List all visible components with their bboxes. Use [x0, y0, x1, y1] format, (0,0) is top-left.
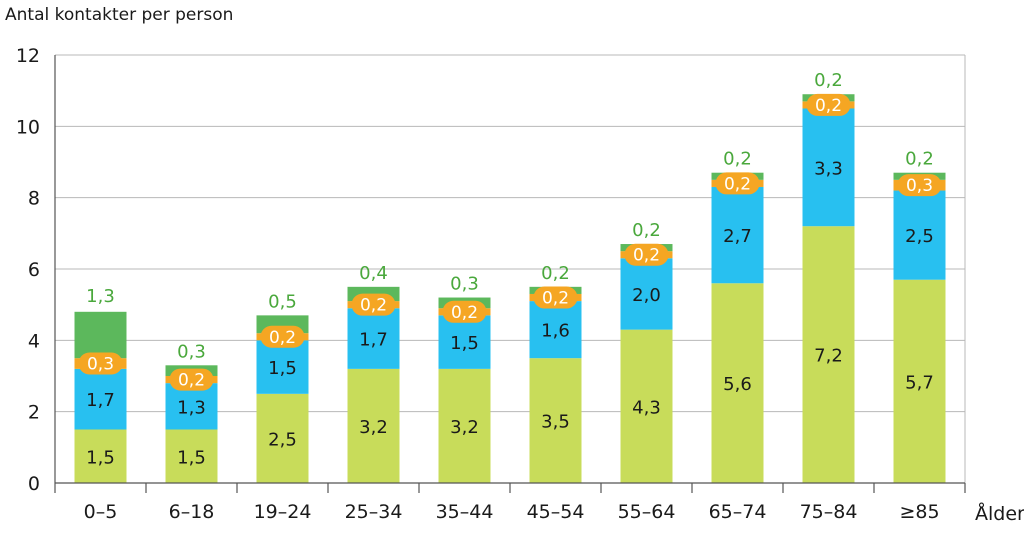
x-tick-label: 35–44 — [436, 501, 494, 523]
bar-segment — [347, 368, 400, 483]
segment-label: 0,2 — [814, 70, 843, 91]
x-tick-label: ≥85 — [899, 501, 939, 523]
y-tick-label: 6 — [28, 259, 40, 281]
segment-label: 0,2 — [815, 96, 842, 116]
segment-label: 2,5 — [905, 226, 934, 247]
bar-segment — [802, 108, 855, 227]
x-axis-title: Ålder — [975, 502, 1024, 525]
segment-label: 3,2 — [450, 417, 479, 438]
segment-badge — [624, 243, 669, 266]
segment-badge — [806, 93, 851, 116]
bar-segment — [74, 311, 127, 359]
bar-segment — [711, 186, 764, 284]
bars — [74, 94, 946, 483]
segment-label: 1,5 — [177, 447, 206, 468]
axes: 0 2 4 6 8 10 12 0–5 6–18 19–24 25–34 35–44 45–54 55–6… — [16, 45, 966, 523]
segment-label: 0,2 — [724, 174, 751, 194]
bar-segment — [893, 190, 946, 280]
x-tick-label: 45–54 — [527, 501, 585, 523]
segment-label: 3,3 — [814, 158, 843, 179]
segment-label: 1,7 — [86, 390, 115, 411]
bar-segment — [529, 301, 582, 359]
bar-segment — [529, 358, 582, 483]
segment-label: 0,2 — [541, 263, 570, 284]
segment-label: 0,3 — [177, 341, 206, 362]
segment-label: 1,5 — [450, 333, 479, 354]
segment-badge — [533, 286, 578, 309]
segment-label: 0,3 — [87, 355, 114, 375]
bar-segment — [711, 283, 764, 483]
bar-segment — [256, 340, 309, 394]
bar-segment — [438, 315, 491, 369]
segment-label: 0,4 — [359, 263, 388, 284]
x-tick-label: 75–84 — [800, 501, 858, 523]
segment-badge — [78, 352, 123, 375]
segment-badge — [715, 172, 760, 195]
x-tick-label: 19–24 — [254, 501, 312, 523]
bar-segment — [165, 383, 218, 430]
segment-label: 5,6 — [723, 374, 752, 395]
bar-segment — [165, 429, 218, 483]
y-tick-label: 4 — [28, 330, 40, 352]
data-labels: 1,5 1,7 0,3 1,3 1,5 1,3 0,2 0,3 2,5 1,5 0,2 0,5 3,2 1… — [78, 70, 942, 468]
segment-label: 0,3 — [906, 176, 933, 196]
bar-segment — [74, 368, 127, 430]
bar-segment — [438, 368, 491, 483]
segment-badge — [351, 293, 396, 316]
x-tick-label: 65–74 — [709, 501, 767, 523]
y-tick-label: 12 — [16, 45, 40, 67]
y-axis-title: Antal kontakter per person — [5, 5, 233, 25]
segment-label: 0,2 — [542, 289, 569, 309]
segment-label: 0,3 — [450, 274, 479, 295]
segment-label: 0,2 — [723, 149, 752, 170]
y-tick-label: 10 — [16, 116, 40, 138]
segment-label: 0,2 — [360, 296, 387, 316]
segment-badge — [442, 300, 487, 323]
x-tick-label: 6–18 — [169, 501, 215, 523]
segment-label: 7,2 — [814, 346, 843, 367]
x-tick-label: 0–5 — [84, 501, 118, 523]
segment-label: 1,3 — [86, 286, 115, 307]
segment-label: 2,5 — [268, 429, 297, 450]
bar-segment — [802, 226, 855, 483]
segment-label: 1,5 — [86, 447, 115, 468]
segment-label: 0,2 — [178, 371, 205, 391]
segment-badge — [897, 174, 942, 197]
bar-segment — [620, 329, 673, 483]
segment-label: 1,3 — [177, 397, 206, 418]
bar-segment — [620, 258, 673, 330]
segment-label: 0,2 — [632, 220, 661, 241]
segment-label: 0,2 — [269, 328, 296, 348]
segment-label: 2,0 — [632, 285, 661, 306]
bar-segment — [74, 429, 127, 483]
segment-badge — [260, 325, 305, 348]
segment-label: 3,5 — [541, 412, 570, 433]
segment-label: 0,2 — [451, 303, 478, 323]
segment-label: 0,2 — [633, 246, 660, 266]
segment-label: 3,2 — [359, 417, 388, 438]
bar-segment — [347, 308, 400, 369]
segment-label: 1,5 — [268, 358, 297, 379]
bar-segment — [256, 393, 309, 483]
segment-label: 4,3 — [632, 397, 661, 418]
y-tick-label: 2 — [28, 402, 40, 424]
segment-label: 2,7 — [723, 226, 752, 247]
y-tick-label: 8 — [28, 188, 40, 210]
x-tick-label: 25–34 — [345, 501, 403, 523]
segment-label: 1,7 — [359, 330, 388, 351]
segment-label: 5,7 — [905, 372, 934, 393]
x-tick-label: 55–64 — [618, 501, 676, 523]
y-tick-label: 0 — [28, 473, 40, 495]
segment-label: 1,6 — [541, 321, 570, 342]
segment-label: 0,2 — [905, 149, 934, 170]
segment-badge — [169, 368, 214, 391]
bar-segment — [893, 279, 946, 483]
segment-label: 0,5 — [268, 291, 297, 312]
